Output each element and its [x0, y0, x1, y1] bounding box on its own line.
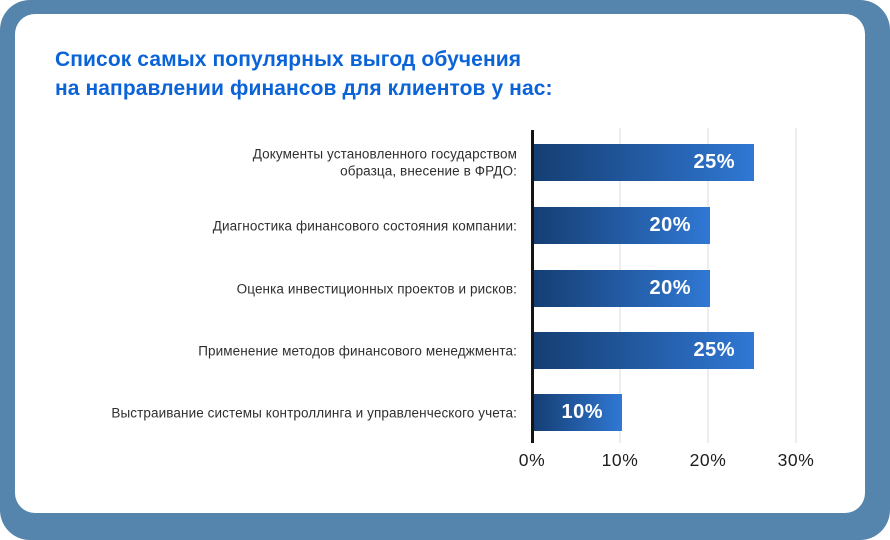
category-label: Применение методов финансового менеджмен…: [198, 342, 517, 358]
bar-value-label: 20%: [649, 277, 691, 299]
x-tick-0: 0%: [518, 450, 546, 470]
gridline-30pct: [795, 128, 797, 443]
bar: 10%: [534, 394, 622, 431]
category-label: Выстраивание системы контроллинга и упра…: [111, 404, 517, 420]
bar: 25%: [534, 332, 754, 369]
x-tick-10: 10%: [601, 450, 639, 470]
category-label: Документы установленного государством об…: [252, 146, 517, 179]
chart-title-line-2: на направлении финансов для клиентов у н…: [55, 77, 553, 100]
bar: 20%: [534, 207, 710, 244]
category-label: Диагностика финансового состояния компан…: [212, 217, 517, 233]
bar: 20%: [534, 270, 710, 307]
axis-zero-line: [531, 130, 534, 443]
bar-value-label: 20%: [649, 214, 691, 236]
bar-value-label: 10%: [561, 401, 603, 423]
chart-row: Применение методов финансового менеджмен…: [0, 332, 890, 369]
category-label: Оценка инвестиционных проектов и рисков:: [236, 280, 517, 296]
x-tick-30: 30%: [777, 450, 815, 470]
chart-card: [15, 14, 865, 513]
bar-value-label: 25%: [693, 151, 735, 173]
chart-row: Оценка инвестиционных проектов и рисков:…: [0, 270, 890, 307]
bar: 25%: [534, 144, 754, 181]
bar-value-label: 25%: [693, 339, 735, 361]
chart-row: Выстраивание системы контроллинга и упра…: [0, 394, 890, 431]
chart-title: Список самых популярных выгод обучения н…: [55, 45, 675, 103]
x-tick-20: 20%: [689, 450, 727, 470]
chart-row: Документы установленного государством об…: [0, 144, 890, 181]
chart-title-line-1: Список самых популярных выгод обучения: [55, 48, 522, 71]
chart-row: Диагностика финансового состояния компан…: [0, 207, 890, 244]
